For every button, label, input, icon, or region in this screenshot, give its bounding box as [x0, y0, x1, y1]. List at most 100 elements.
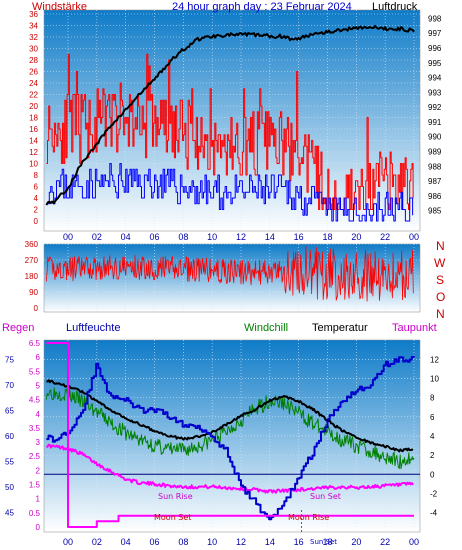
wind-direction-line: [46, 245, 414, 302]
windchill-line: [45, 387, 415, 470]
wind-pressure-x-tick: 12: [236, 232, 246, 242]
temperature-axis-tick: 8: [430, 394, 435, 403]
pressure-axis-tick: 994: [428, 74, 442, 83]
wind-axis-tick: 26: [29, 68, 38, 77]
compass-west: W: [434, 256, 446, 270]
wind-axis-tick: 0: [34, 217, 39, 226]
humidity-axis-tick: 75: [5, 355, 14, 364]
windchill-legend: Windchill: [244, 322, 288, 334]
humidity-line: [46, 355, 415, 521]
compass-north-top: N: [436, 239, 445, 253]
pressure-axis-tick: 987: [428, 177, 442, 186]
direction-axis-tick: 0: [34, 304, 39, 313]
wind-pressure-x-tick: 14: [265, 232, 275, 242]
rain-axis-tick: 1.5: [29, 481, 41, 490]
direction-axis-tick: 90: [29, 288, 38, 297]
temperature-axis-tick: 4: [430, 432, 435, 441]
sun-set-tick-label: Sun Set: [310, 538, 337, 546]
rain-axis-title: Regen: [2, 322, 34, 334]
wind-axis-tick: 28: [29, 56, 38, 65]
wind-axis-tick: 4: [34, 194, 39, 203]
humidity-axis-tick: 60: [5, 432, 14, 441]
direction-axis-tick: 180: [25, 272, 39, 281]
wind-pressure-x-tick: 10: [207, 232, 217, 242]
direction-axis-tick: 270: [25, 256, 39, 265]
temperature-axis-tick: 12: [430, 355, 439, 364]
wind-axis-tick: 22: [29, 91, 38, 100]
humidity-axis-tick: 50: [5, 483, 14, 492]
pressure-axis-tick: 986: [428, 192, 442, 201]
temp-x-tick: 10: [207, 537, 217, 547]
temperature-legend: Temperatur: [312, 322, 368, 334]
rain-axis-tick: 3.5: [29, 424, 41, 433]
wind-axis-tick: 20: [29, 102, 38, 111]
wind-pressure-x-tick: 16: [294, 232, 304, 242]
wind-gust-line: [46, 53, 414, 210]
temp-x-tick: 16: [294, 537, 304, 547]
wind-axis-tick: 12: [29, 148, 38, 157]
rain-line: [46, 342, 414, 528]
wind-pressure-x-tick: 00: [63, 232, 73, 242]
rain-axis-tick: 3: [36, 438, 41, 447]
wind-pressure-x-tick: 18: [322, 232, 332, 242]
wind-axis-tick: 8: [34, 171, 39, 180]
temp-x-tick: 02: [92, 537, 102, 547]
pressure-axis-tick: 988: [428, 162, 442, 171]
pressure-axis-tick: 990: [428, 133, 442, 142]
wind-pressure-grid: [44, 10, 420, 231]
wind-direction-series: [46, 245, 414, 302]
humidity-axis-tick: 65: [5, 406, 14, 415]
humidity-axis-tick: 70: [5, 381, 14, 390]
rain-axis-tick: 5.5: [29, 367, 41, 376]
temperature-humidity-plot-area: [43, 339, 421, 533]
chart-title: 24 hour graph day : 23 Februar 2024: [172, 1, 352, 13]
wind-axis-tick: 16: [29, 125, 38, 134]
temperature-axis-tick: 2: [430, 451, 435, 460]
humidity-axis-tick: 45: [5, 509, 14, 518]
temp-x-tick: 08: [178, 537, 188, 547]
pressure-axis-tick: 995: [428, 59, 442, 68]
wind-pressure-x-tick: 06: [149, 232, 159, 242]
pressure-axis-tick: 996: [428, 44, 442, 53]
wind-axis-tick: 36: [29, 10, 38, 19]
temperature-humidity-series: [45, 342, 415, 532]
temp-x-tick: 00: [409, 537, 419, 547]
temp-x-tick: 14: [265, 537, 275, 547]
pressure-axis-tick: 989: [428, 148, 442, 157]
temperature-axis-tick: 6: [430, 413, 435, 422]
moon-set-label: Moon Set: [154, 513, 191, 522]
pressure-axis-tick: 985: [428, 207, 442, 216]
rain-axis-tick: 6.5: [29, 339, 41, 348]
sun-rise-label: Sun Rise: [158, 492, 193, 501]
wind-pressure-x-tick: 22: [380, 232, 390, 242]
wind-pressure-x-tick: 00: [409, 232, 419, 242]
wind-pressure-x-tick: 08: [178, 232, 188, 242]
wind-axis-title: Windstärke: [32, 1, 87, 13]
wind-axis-tick: 34: [29, 22, 38, 31]
direction-axis-tick: 360: [25, 240, 39, 249]
rain-axis-tick: 4.5: [29, 396, 41, 405]
rain-axis-tick: 5: [36, 381, 41, 390]
temperature-axis-tick: 10: [430, 374, 439, 383]
dewpoint-legend: Taupunkt: [392, 322, 437, 334]
temp-x-tick: 00: [63, 537, 73, 547]
humidity-axis-tick: 55: [5, 458, 14, 467]
wind-pressure-series: [45, 24, 415, 222]
temperature-line: [46, 379, 414, 453]
sun-set-label: Sun Set: [310, 492, 341, 501]
rain-axis-tick: 2.5: [29, 452, 41, 461]
pressure-axis-tick: 998: [428, 14, 442, 23]
wind-axis-tick: 30: [29, 45, 38, 54]
temp-x-tick: 06: [149, 537, 159, 547]
pressure-axis-title: Luftdruck: [372, 1, 418, 13]
compass-east: O: [436, 290, 445, 304]
temp-x-tick: 18: [322, 537, 332, 547]
wind-axis-tick: 24: [29, 79, 38, 88]
pressure-axis-tick: 997: [428, 29, 442, 38]
compass-north-bottom: N: [436, 307, 445, 321]
temp-x-tick: 22: [380, 537, 390, 547]
wind-axis-tick: 2: [34, 206, 39, 215]
temp-x-tick: 20: [351, 537, 361, 547]
pressure-axis-tick: 991: [428, 118, 442, 127]
